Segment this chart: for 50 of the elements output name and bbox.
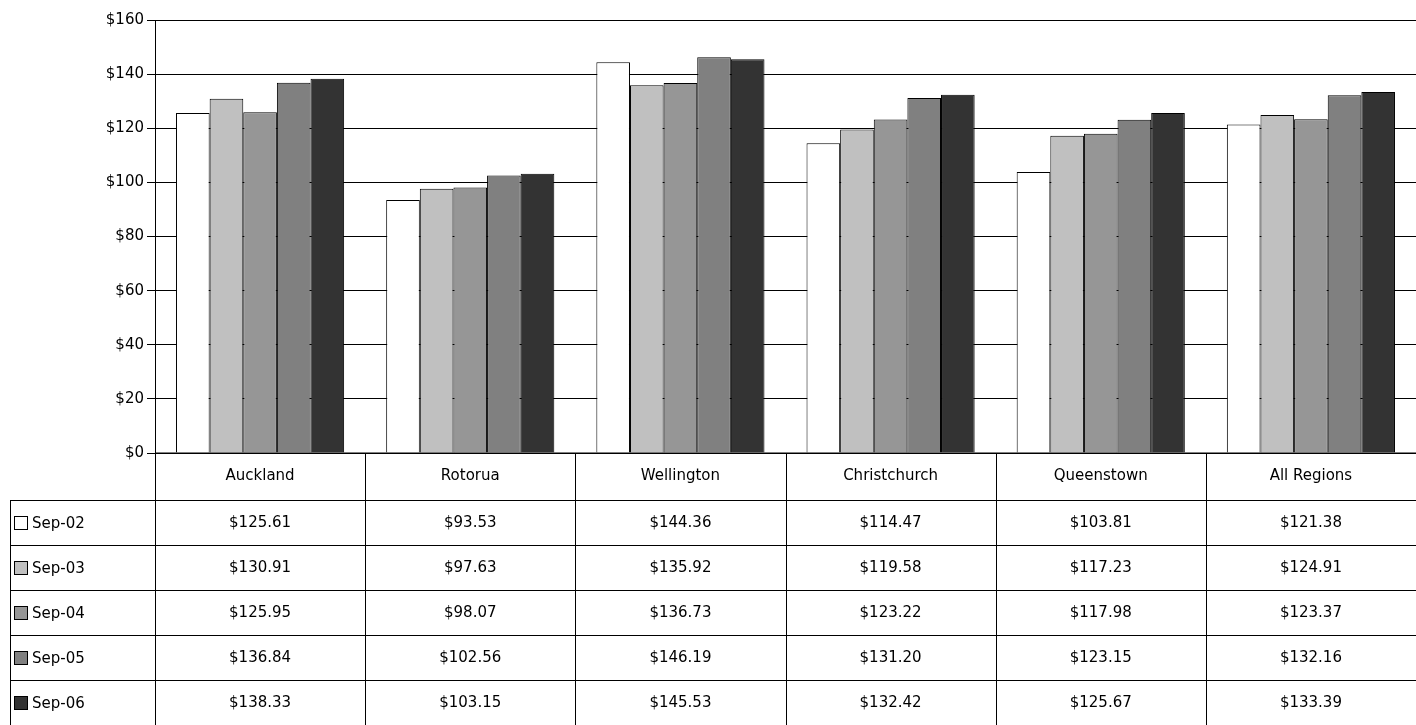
data-label: $138.33 <box>229 693 292 712</box>
data-label: $117.23 <box>1069 558 1132 577</box>
data-label: $117.98 <box>1069 603 1132 622</box>
data-label: $131.20 <box>859 648 922 667</box>
y-tick-label: $40 <box>115 334 144 353</box>
data-label: $124.91 <box>1279 558 1342 577</box>
y-tick-label: $80 <box>115 226 144 245</box>
data-label: $145.53 <box>649 693 712 712</box>
data-label: $136.84 <box>229 648 292 667</box>
data-label: $103.81 <box>1069 513 1132 532</box>
data-label: $133.39 <box>1279 693 1342 712</box>
legend-label: Sep-05 <box>32 648 85 667</box>
x-tick-label: Christchurch <box>843 465 939 484</box>
data-label: $135.92 <box>649 558 712 577</box>
x-tick-label: Rotorua <box>440 465 500 484</box>
y-tick-label: $60 <box>115 280 144 299</box>
y-tick-label: $20 <box>115 388 144 407</box>
data-label: $114.47 <box>859 513 922 532</box>
y-tick-label: $160 <box>105 9 144 28</box>
data-label: $130.91 <box>229 558 292 577</box>
y-tick-label: $120 <box>105 118 144 137</box>
data-label: $132.16 <box>1279 648 1342 667</box>
x-tick-label: Queenstown <box>1053 465 1148 484</box>
legend-label: Sep-04 <box>32 603 85 622</box>
y-tick-label: $140 <box>105 64 144 83</box>
data-label: $93.53 <box>444 513 497 532</box>
data-label: $103.15 <box>439 693 502 712</box>
y-tick-label: $100 <box>105 172 144 191</box>
data-label: $121.38 <box>1279 513 1342 532</box>
x-tick-label: All Regions <box>1269 465 1353 484</box>
x-tick-label: Auckland <box>225 465 295 484</box>
data-label: $125.67 <box>1069 693 1132 712</box>
legend-label: Sep-06 <box>32 693 85 712</box>
legend-label: Sep-02 <box>32 513 85 532</box>
data-label: $119.58 <box>859 558 922 577</box>
data-label: $125.95 <box>229 603 292 622</box>
x-tick-label: Wellington <box>640 465 721 484</box>
data-label: $123.22 <box>859 603 922 622</box>
data-label: $125.61 <box>229 513 292 532</box>
data-label: $136.73 <box>649 603 712 622</box>
data-label: $97.63 <box>444 558 497 577</box>
data-label: $123.37 <box>1279 603 1342 622</box>
data-label: $146.19 <box>649 648 712 667</box>
data-label: $144.36 <box>649 513 712 532</box>
data-label: $132.42 <box>859 693 922 712</box>
y-tick-label: $0 <box>124 442 144 461</box>
data-label: $98.07 <box>444 603 497 622</box>
data-label: $102.56 <box>439 648 502 667</box>
legend-label: Sep-03 <box>32 558 85 577</box>
data-label: $123.15 <box>1069 648 1132 667</box>
